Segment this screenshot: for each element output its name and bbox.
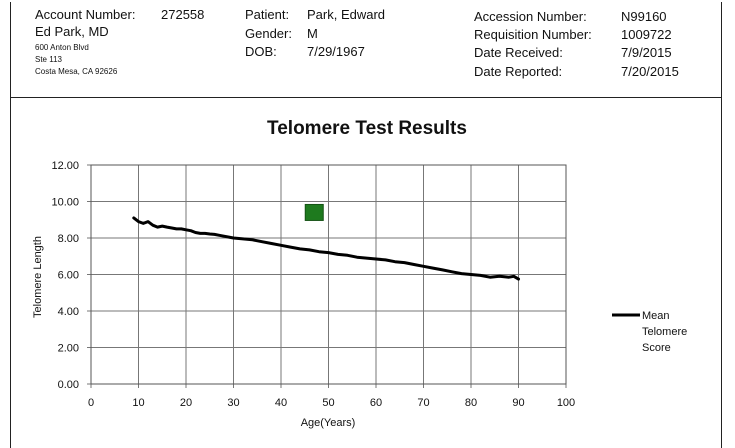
x-tick-label: 60 [370, 397, 382, 409]
dob-value: 7/29/1967 [307, 44, 365, 59]
requisition-label: Requisition Number: [474, 27, 592, 42]
x-tick-label: 20 [180, 397, 192, 409]
y-tick-label: 0.00 [58, 379, 79, 391]
plot-area [90, 164, 567, 385]
gender-value: M [307, 26, 318, 41]
x-tick-label: 0 [88, 397, 94, 409]
received-value: 7/9/2015 [621, 45, 672, 60]
reported-label: Date Reported: [474, 64, 563, 79]
gender-label: Gender: [245, 26, 292, 41]
account-value: 272558 [161, 7, 205, 22]
y-axis-label: Telomere Length [32, 236, 44, 318]
account-label: Account Number: [35, 7, 136, 22]
reported-value: 7/20/2015 [621, 64, 679, 79]
y-tick-label: 2.00 [58, 343, 79, 355]
address-line-3: Costa Mesa, CA 92626 [35, 67, 118, 76]
x-tick-labels: 0 10 20 30 40 50 60 70 80 90 100 [88, 397, 575, 409]
y-tick-label: 8.00 [58, 233, 79, 245]
legend-label-line-1: Mean [642, 310, 670, 322]
x-tick-label: 10 [132, 397, 144, 409]
chart-title: Telomere Test Results [267, 118, 467, 139]
x-tick-label: 70 [417, 397, 429, 409]
received-label: Date Received: [474, 45, 563, 60]
report-header: Account Number: 272558 Ed Park, MD 600 A… [10, 2, 722, 98]
address-line-1: 600 Anton Blvd [35, 43, 89, 52]
accession-value: N99160 [621, 9, 667, 24]
accession-label: Accession Number: [474, 9, 587, 24]
x-tick-label: 100 [557, 397, 575, 409]
mean-telomere-line [132, 216, 520, 281]
dob-label: DOB: [245, 44, 277, 59]
patient-value: Park, Edward [307, 7, 386, 22]
address-line-2: Ste 113 [35, 55, 62, 64]
y-tick-label: 6.00 [58, 270, 79, 282]
requisition-value: 1009722 [621, 27, 672, 42]
patient-marker [304, 203, 324, 221]
y-tick-label: 10.00 [51, 197, 79, 209]
legend-label-line-3: Score [642, 342, 671, 354]
y-tick-label: 12.00 [51, 160, 79, 172]
x-tick-label: 30 [227, 397, 239, 409]
y-tick-label: 4.00 [58, 306, 79, 318]
x-tick-label: 40 [275, 397, 287, 409]
legend-label: Mean Telomere Score [642, 310, 690, 354]
chart-frame [10, 98, 722, 448]
doctor-name: Ed Park, MD [35, 24, 109, 39]
y-tick-labels: 0.00 2.00 4.00 6.00 8.00 10.00 12.00 [51, 160, 79, 391]
series-layer [132, 203, 520, 281]
patient-label: Patient: [245, 7, 290, 22]
legend-label-line-2: Telomere [642, 326, 687, 338]
x-tick-label: 50 [322, 397, 334, 409]
x-tick-label: 90 [512, 397, 524, 409]
x-axis-label: Age(Years) [301, 417, 356, 429]
x-tick-label: 80 [465, 397, 477, 409]
